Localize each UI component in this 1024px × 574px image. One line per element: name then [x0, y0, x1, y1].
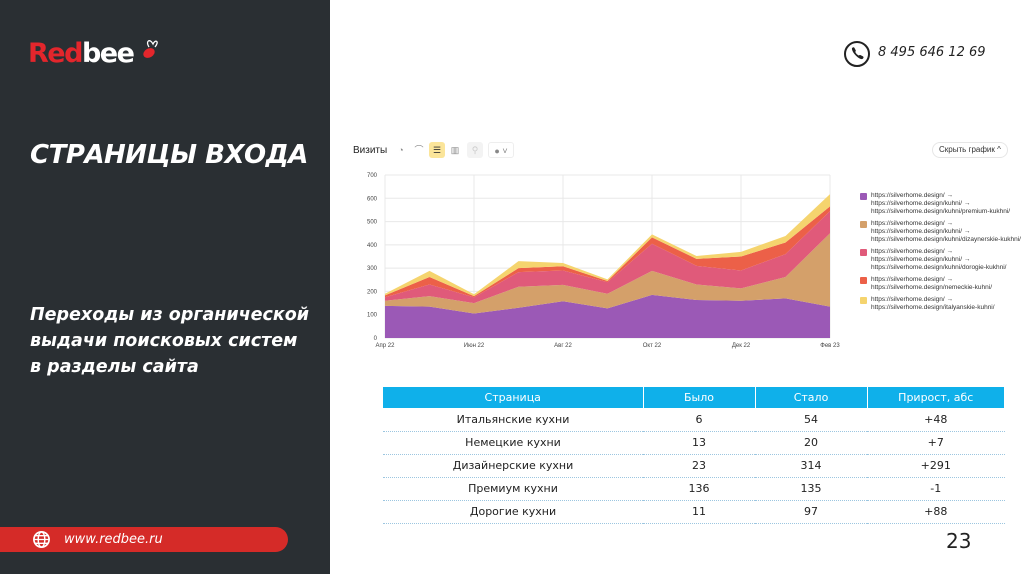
y-tick-label: 200 [367, 289, 378, 295]
cell-before: 13 [643, 431, 755, 455]
pages-table: Страница Было Стало Прирост, абс Итальян… [383, 387, 1005, 524]
cell-before: 136 [643, 477, 755, 501]
cell-before: 11 [643, 500, 755, 524]
cell-before: 6 [643, 408, 755, 432]
y-tick-label: 400 [367, 243, 378, 249]
area-chart-icon[interactable]: ☰ [429, 142, 445, 158]
website-url: www.redbee.ru [64, 532, 163, 547]
legend-checkbox[interactable] [860, 297, 867, 304]
cell-after: 97 [755, 500, 867, 524]
y-tick-label: 700 [367, 173, 378, 179]
left-panel: Redbee СТРАНИЦЫ ВХОДА Переходы из органи… [0, 0, 330, 574]
y-tick-label: 300 [367, 266, 378, 272]
cell-page: Дорогие кухни [383, 500, 643, 524]
y-tick-label: 100 [367, 313, 378, 319]
cell-page: Премиум кухни [383, 477, 643, 501]
y-tick-label: 0 [374, 336, 378, 342]
map-icon[interactable]: ⚲ [467, 142, 483, 158]
area-series [385, 233, 830, 314]
slide-title: СТРАНИЦЫ ВХОДА [30, 140, 308, 170]
cell-page: Дизайнерские кухни [383, 454, 643, 478]
legend-item[interactable]: https://silverhome.design/ → https://sil… [860, 220, 1024, 244]
legend-checkbox[interactable] [860, 249, 867, 256]
legend-item[interactable]: https://silverhome.design/ → https://sil… [860, 248, 1024, 272]
pie-chart-icon[interactable]: ◔ [398, 145, 404, 155]
bee-icon [143, 40, 158, 58]
globe-icon [33, 531, 50, 548]
slide-subtitle: Переходы из органической выдачи поисковы… [30, 305, 310, 377]
legend-item[interactable]: https://silverhome.design/ → https://sil… [860, 296, 1024, 312]
legend-label: https://silverhome.design/ → https://sil… [871, 296, 995, 311]
cell-growth: +291 [867, 454, 1005, 478]
x-tick-label: Июн 22 [464, 343, 485, 349]
legend-checkbox[interactable] [860, 221, 867, 228]
phone-icon [844, 41, 870, 67]
x-tick-label: Фев 23 [820, 343, 840, 349]
logo-white: bee [81, 38, 135, 69]
table-row: Немецкие кухни 13 20 +7 [383, 431, 1005, 455]
table-header: Страница Было Стало Прирост, абс [383, 387, 1005, 408]
header-before: Было [643, 387, 756, 408]
cell-page: Итальянские кухни [383, 408, 643, 432]
header-page: Страница [383, 387, 644, 408]
legend-checkbox[interactable] [860, 277, 867, 284]
y-tick-label: 600 [367, 196, 378, 202]
x-tick-label: Дек 22 [732, 343, 751, 349]
chart-legend: https://silverhome.design/ → https://sil… [860, 192, 1024, 316]
x-tick-label: Окт 22 [643, 343, 662, 349]
legend-label: https://silverhome.design/ → https://sil… [871, 248, 1007, 271]
cell-growth: -1 [867, 477, 1005, 501]
cell-growth: +48 [867, 408, 1005, 432]
bar-chart-icon[interactable]: ▥ [450, 145, 460, 155]
metric-selector[interactable]: Визиты [353, 145, 388, 156]
website-link[interactable]: www.redbee.ru [0, 527, 288, 552]
color-dropdown[interactable]: ● ˅ [488, 142, 514, 158]
x-tick-label: Апр 22 [376, 343, 396, 349]
cell-after: 314 [755, 454, 867, 478]
line-chart-icon[interactable]: ⌒ [414, 145, 424, 155]
legend-item[interactable]: https://silverhome.design/ → https://sil… [860, 192, 1024, 216]
table-row: Дорогие кухни 11 97 +88 [383, 500, 1005, 524]
legend-label: https://silverhome.design/ → https://sil… [871, 192, 1011, 215]
area-series [385, 211, 830, 304]
header-after: Стало [755, 387, 868, 408]
cell-growth: +88 [867, 500, 1005, 524]
cell-growth: +7 [867, 431, 1005, 455]
table-row: Итальянские кухни 6 54 +48 [383, 408, 1005, 432]
legend-checkbox[interactable] [860, 193, 867, 200]
cell-page: Немецкие кухни [383, 431, 643, 455]
phone-number[interactable]: 8 495 646 12 69 [878, 45, 986, 60]
page-number: 23 [946, 529, 972, 553]
x-tick-label: Авг 22 [554, 343, 572, 349]
logo-red: Red [28, 38, 83, 69]
legend-label: https://silverhome.design/ → https://sil… [871, 220, 1021, 243]
cell-after: 54 [755, 408, 867, 432]
legend-label: https://silverhome.design/ → https://sil… [871, 276, 993, 291]
legend-item[interactable]: https://silverhome.design/ → https://sil… [860, 276, 1024, 292]
table-row: Премиум кухни 136 135 -1 [383, 477, 1005, 501]
cell-after: 20 [755, 431, 867, 455]
cell-after: 135 [755, 477, 867, 501]
table-row: Дизайнерские кухни 23 314 +291 [383, 454, 1005, 478]
y-tick-label: 500 [367, 220, 378, 226]
header-growth: Прирост, абс [867, 387, 1005, 408]
cell-before: 23 [643, 454, 755, 478]
logo: Redbee [28, 38, 135, 69]
area-series [385, 294, 830, 338]
hide-chart-button[interactable]: Скрыть график ^ [932, 142, 1008, 158]
